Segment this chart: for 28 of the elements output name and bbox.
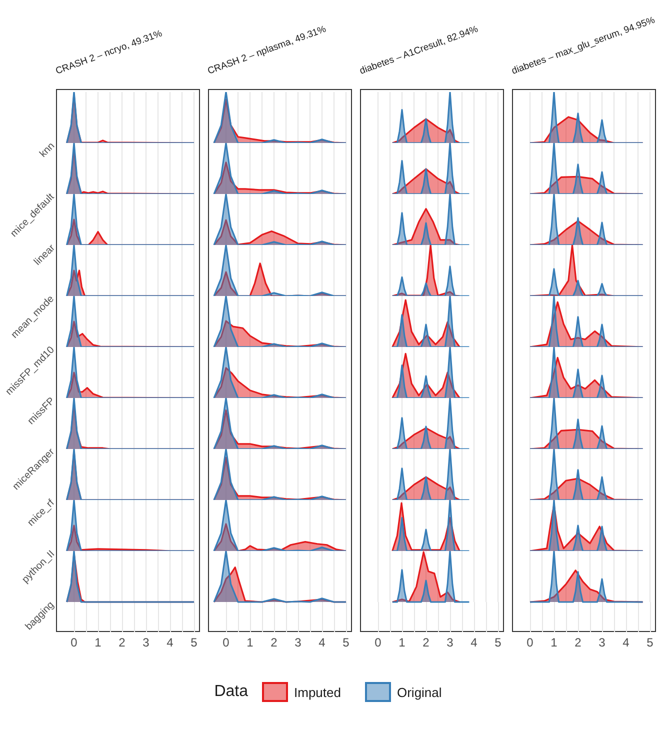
x-tick-label: 1: [398, 635, 406, 650]
x-tick-label: 2: [574, 635, 582, 650]
x-tick-label: 5: [190, 635, 198, 650]
x-tick-label: 3: [294, 635, 302, 650]
y-axis-title: knn: [38, 140, 57, 160]
x-tick-label: 4: [470, 635, 478, 650]
x-tick-label: 1: [550, 635, 558, 650]
x-tick-label: 3: [446, 635, 454, 650]
x-tick-label: 3: [142, 635, 150, 650]
x-tick-label: 2: [118, 635, 126, 650]
x-tick-label: 0: [222, 635, 230, 650]
x-tick-label: 1: [94, 635, 102, 650]
x-tick-label: 3: [598, 635, 606, 650]
x-tick-label: 0: [70, 635, 78, 650]
legend-title: Data: [214, 683, 248, 701]
x-tick-label: 4: [318, 635, 326, 650]
x-tick-label: 5: [342, 635, 350, 650]
x-tick-label: 5: [494, 635, 502, 650]
legend-label: Original: [396, 684, 442, 700]
x-tick-label: 4: [622, 635, 630, 650]
legend-label: Imputed: [294, 684, 341, 700]
x-tick-label: 4: [166, 635, 174, 650]
x-tick-label: 5: [646, 635, 654, 650]
x-tick-label: 1: [246, 635, 254, 650]
x-tick-label: 0: [374, 635, 382, 650]
x-tick-label: 0: [526, 635, 534, 650]
x-tick-label: 2: [270, 635, 278, 650]
x-tick-label: 2: [422, 635, 430, 650]
